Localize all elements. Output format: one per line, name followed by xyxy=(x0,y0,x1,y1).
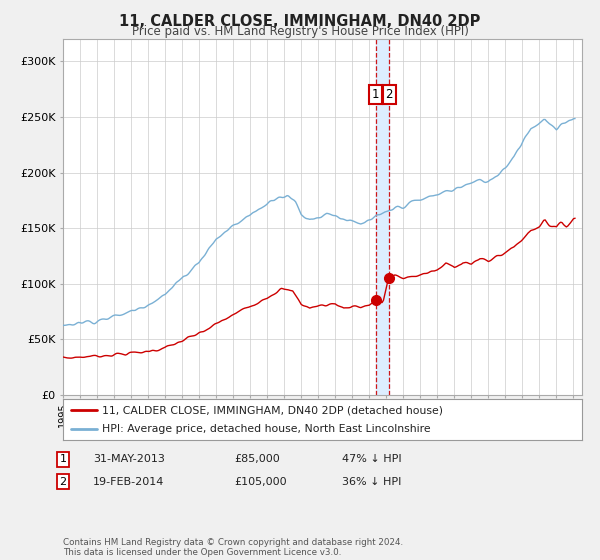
Text: 1: 1 xyxy=(372,88,379,101)
Text: 2: 2 xyxy=(59,477,67,487)
Text: 11, CALDER CLOSE, IMMINGHAM, DN40 2DP: 11, CALDER CLOSE, IMMINGHAM, DN40 2DP xyxy=(119,14,481,29)
Text: HPI: Average price, detached house, North East Lincolnshire: HPI: Average price, detached house, Nort… xyxy=(102,424,431,433)
Text: 47% ↓ HPI: 47% ↓ HPI xyxy=(342,454,401,464)
Text: £105,000: £105,000 xyxy=(234,477,287,487)
Text: 36% ↓ HPI: 36% ↓ HPI xyxy=(342,477,401,487)
Text: 31-MAY-2013: 31-MAY-2013 xyxy=(93,454,165,464)
Text: 19-FEB-2014: 19-FEB-2014 xyxy=(93,477,164,487)
Text: 1: 1 xyxy=(59,454,67,464)
Text: £85,000: £85,000 xyxy=(234,454,280,464)
Text: Price paid vs. HM Land Registry's House Price Index (HPI): Price paid vs. HM Land Registry's House … xyxy=(131,25,469,38)
Text: Contains HM Land Registry data © Crown copyright and database right 2024.
This d: Contains HM Land Registry data © Crown c… xyxy=(63,538,403,557)
Bar xyxy=(376,39,389,395)
Text: 2: 2 xyxy=(386,88,393,101)
Text: 11, CALDER CLOSE, IMMINGHAM, DN40 2DP (detached house): 11, CALDER CLOSE, IMMINGHAM, DN40 2DP (d… xyxy=(102,405,443,415)
